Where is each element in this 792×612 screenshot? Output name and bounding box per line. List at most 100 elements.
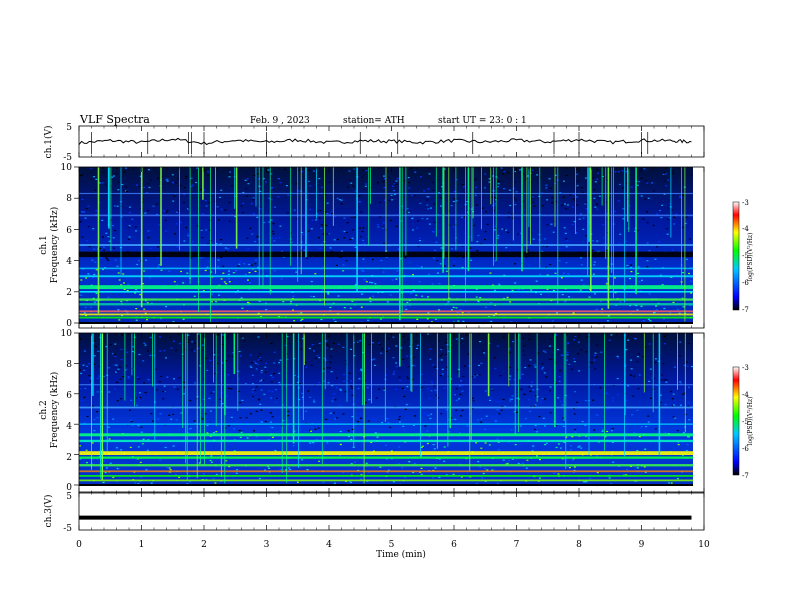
spectrogram-noise-speck [312, 442, 315, 444]
spectrogram-noise-speck [605, 392, 608, 394]
spectrogram-noise-speck [424, 425, 427, 427]
spectrogram-noise-speck [567, 342, 570, 344]
spectrogram-noise-speck [304, 361, 307, 363]
spectrogram-noise-speck [118, 279, 121, 281]
spectrogram-noise-speck [132, 346, 134, 348]
spectrogram-noise-speck [187, 235, 190, 237]
spectrogram-noise-speck [663, 379, 666, 381]
spectrogram-noise-speck [155, 389, 158, 391]
spectrogram-noise-speck [115, 371, 117, 373]
spectrogram-noise-speck [629, 374, 632, 376]
spectrogram-noise-speck [85, 365, 88, 367]
spectrogram-noise-speck [268, 221, 271, 223]
spectrogram-noise-speck [439, 355, 442, 357]
spectrogram-noise-speck [135, 230, 137, 232]
spectrogram-noise-speck [496, 345, 499, 347]
spectrogram-noise-speck [97, 375, 100, 377]
spectrogram-noise-speck [682, 393, 685, 395]
spectrogram-noise-speck [139, 171, 142, 173]
spectrogram-noise-speck [509, 204, 512, 207]
spectrogram-noise-speck [608, 171, 611, 173]
spectrogram-noise-speck [333, 412, 335, 414]
spectrogram-noise-speck [105, 467, 108, 469]
spectrogram-noise-speck [617, 171, 620, 173]
spectrogram-noise-speck [342, 413, 345, 415]
spectrogram-noise-speck [416, 265, 419, 267]
spectrogram-noise-speck [452, 306, 455, 308]
spectrogram-band [79, 303, 693, 306]
spectrogram-noise-speck [343, 217, 346, 219]
spectrogram-noise-speck [519, 377, 522, 380]
spectrogram-noise-speck [272, 223, 275, 225]
spectrogram-noise-speck [183, 381, 185, 383]
spectrogram-noise-speck [551, 197, 554, 199]
spectrogram-noise-speck [571, 223, 574, 226]
spectrogram-noise-speck [686, 365, 689, 367]
spectrogram-noise-speck [360, 211, 363, 213]
spectrogram-noise-speck [573, 361, 576, 363]
spectrogram-noise-speck [143, 308, 146, 310]
spectrogram-noise-speck [206, 175, 209, 177]
spectrogram-noise-speck [681, 454, 684, 456]
spectrogram-noise-speck [376, 430, 379, 432]
ch1-colorbar-label: log(PSD)(V²/Hz) [747, 233, 754, 282]
spectrogram-noise-speck [532, 389, 535, 391]
ch1-ytick-2: 2 [66, 288, 72, 298]
spectrogram-noise-speck [284, 168, 286, 170]
spectrogram-noise-speck [545, 442, 548, 444]
spectrogram-noise-speck [356, 421, 359, 423]
spectrogram-noise-speck [546, 199, 549, 201]
spectrogram-noise-speck [416, 344, 419, 346]
spectrogram-noise-speck [434, 389, 437, 391]
spectrogram-noise-speck [562, 196, 565, 198]
spectrogram-noise-speck [381, 421, 384, 424]
spectrogram-noise-speck [564, 203, 567, 205]
spectrogram-noise-speck [254, 389, 257, 391]
spectrogram-noise-speck [494, 420, 497, 423]
spectrogram-noise-speck [642, 320, 645, 322]
spectrogram-noise-speck [334, 399, 337, 401]
spectrogram-noise-speck [613, 210, 616, 213]
spectrogram-noise-speck [663, 172, 666, 174]
spectrogram-noise-speck [638, 436, 641, 438]
spectrogram-noise-speck [430, 207, 432, 209]
spectrogram-noise-speck [316, 210, 319, 212]
spectrogram-noise-speck [509, 301, 512, 303]
ch1-spectrogram-ticks [74, 166, 705, 328]
spectrogram-noise-speck [251, 374, 254, 376]
spectrogram-noise-speck [438, 309, 440, 311]
ch1-waveform-spikes [91, 132, 649, 154]
spectrogram-noise-speck [578, 445, 581, 447]
spectrogram-noise-speck [511, 395, 514, 397]
spectrogram-band [79, 451, 693, 455]
spectrogram-noise-speck [269, 421, 272, 423]
spectrogram-noise-speck [351, 394, 354, 396]
spectrogram-noise-speck [540, 293, 542, 295]
spectrogram-noise-speck [383, 389, 386, 391]
spectrogram-noise-speck [120, 359, 123, 361]
spectrogram-noise-speck [318, 460, 321, 462]
spectrogram-noise-speck [660, 217, 663, 219]
spectrogram-noise-speck [497, 183, 500, 185]
spectrogram-noise-speck [79, 338, 82, 340]
spectrogram-noise-speck [419, 237, 422, 239]
spectrogram-noise-speck [571, 436, 574, 438]
spectrogram-noise-speck [461, 384, 464, 387]
spectrogram-noise-speck [282, 301, 285, 303]
spectrogram-noise-speck [407, 177, 410, 179]
spectrogram-noise-speck [290, 191, 293, 193]
spectrogram-noise-speck [486, 223, 489, 225]
spectrogram-noise-speck [114, 230, 117, 232]
spectrogram-noise-speck [452, 201, 455, 203]
spectrogram-noise-speck [671, 398, 674, 400]
spectrogram-noise-speck [185, 337, 188, 339]
spectrogram-noise-speck [326, 367, 329, 369]
spectrogram-noise-speck [289, 468, 292, 471]
spectrogram-noise-speck [582, 284, 585, 286]
spectrogram-noise-speck [80, 372, 83, 375]
spectrogram-noise-speck [529, 359, 532, 361]
spectrogram-noise-speck [389, 426, 392, 428]
spectrogram-noise-speck [455, 409, 458, 411]
spectrogram-noise-speck [428, 173, 431, 175]
spectrogram-noise-speck [114, 353, 117, 355]
